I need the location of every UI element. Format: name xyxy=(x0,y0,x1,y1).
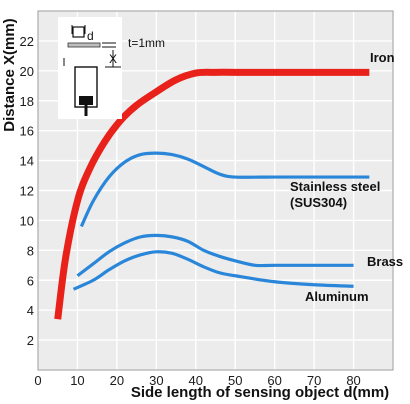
y-tick-label: 8 xyxy=(27,243,34,258)
sensor-connector xyxy=(79,96,93,105)
x-tick-label: 30 xyxy=(149,373,163,388)
x-tick-label: 60 xyxy=(267,373,281,388)
x-tick-label: 20 xyxy=(110,373,124,388)
series-line-brass xyxy=(76,233,354,278)
y-tick-label: 10 xyxy=(20,213,34,228)
y-tick-label: 6 xyxy=(27,273,34,288)
y-tick-label: 20 xyxy=(20,64,34,79)
series-label-brass: Brass xyxy=(367,254,403,269)
target-square xyxy=(72,26,85,38)
y-tick-label: 18 xyxy=(20,94,34,109)
series-line-iron xyxy=(54,68,370,320)
x-tick-label: 50 xyxy=(228,373,242,388)
series-label-stainless-1: Stainless steel xyxy=(290,179,380,194)
target-plate xyxy=(67,42,101,48)
x-tick-label: 70 xyxy=(307,373,321,388)
t-dimension-label: t=1mm xyxy=(128,36,165,50)
y-tick-label: 2 xyxy=(27,333,34,348)
d-dimension-label: d xyxy=(87,29,94,43)
series-label-iron: Iron xyxy=(370,50,395,65)
y-axis-title: Distance X(mm) xyxy=(1,18,18,131)
y-tick-label: 22 xyxy=(20,34,34,49)
y-tick-label: 16 xyxy=(20,124,34,139)
y-tick-label: 12 xyxy=(20,184,34,199)
x-dimension-label: X xyxy=(109,52,117,66)
series-line-stainless-steel xyxy=(79,151,370,228)
series-label-stainless-2: (SUS304) xyxy=(290,195,347,210)
x-tick-label: 10 xyxy=(70,373,84,388)
y-tick-label: 14 xyxy=(20,154,34,169)
tick-labels: 0 10 20 30 40 50 60 70 80 2 4 6 8 10 12 14 16 18 20 22 xyxy=(20,34,361,388)
plot-border xyxy=(37,10,394,371)
y-tick-label: 4 xyxy=(27,303,34,318)
series-layer xyxy=(54,68,370,320)
x-tick-label: 0 xyxy=(34,373,41,388)
series-line-aluminum xyxy=(72,250,354,291)
sensor-diagram: d t=1mm X xyxy=(58,17,165,119)
x-tick-label: 80 xyxy=(346,373,360,388)
x-axis-title: Side length of sensing object d(mm) xyxy=(131,384,389,401)
x-tick-label: 40 xyxy=(189,373,203,388)
series-label-aluminum: Aluminum xyxy=(305,289,369,304)
